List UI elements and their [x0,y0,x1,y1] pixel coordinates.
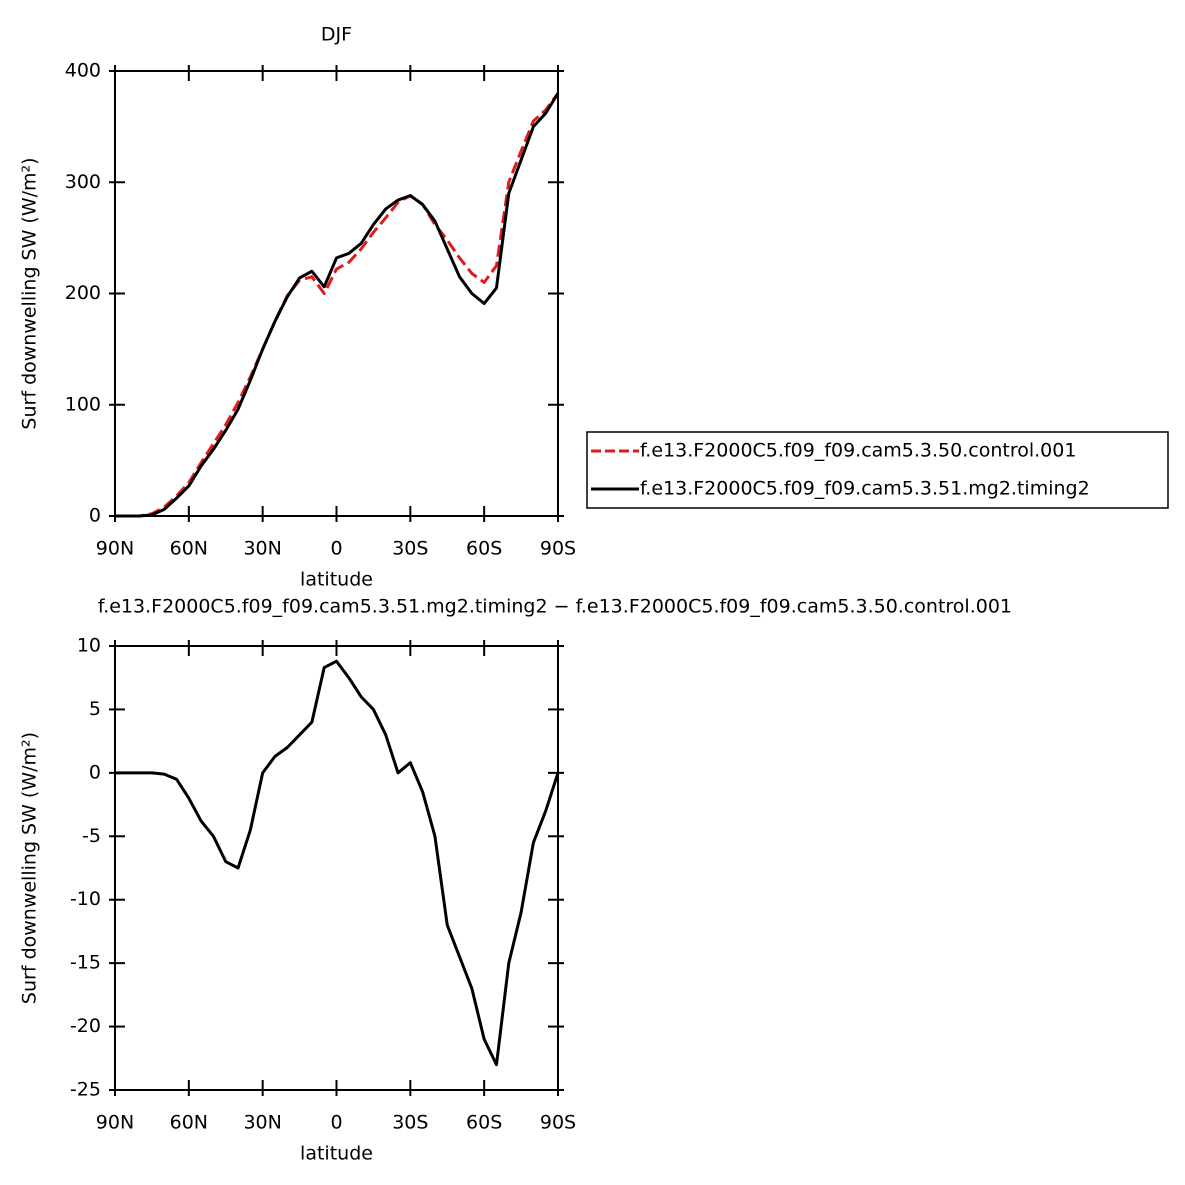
x-tick-label: 30N [243,1112,281,1134]
y-tick-label: 200 [65,282,101,304]
legend-label: f.e13.F2000C5.f09_f09.cam5.3.50.control.… [640,440,1076,462]
x-tick-label: 90S [540,538,576,560]
x-tick-label: 90N [96,1112,134,1134]
chart-title: DJF [321,24,352,46]
data-line [115,659,560,1067]
legend-box [586,431,1169,509]
y-tick-label: -25 [70,1079,101,1101]
x-tick-label: 0 [330,538,342,560]
y-tick-label: 0 [89,505,101,527]
chart-title: f.e13.F2000C5.f09_f09.cam5.3.51.mg2.timi… [98,596,1012,618]
x-axis-label: latitude [300,569,373,591]
x-tick-label: 60S [466,1112,502,1134]
data-line [115,92,560,518]
y-tick-label: 10 [77,635,101,657]
x-tick-label: 30S [392,538,428,560]
x-axis-label: latitude [300,1143,373,1165]
x-tick-label: 30N [243,538,281,560]
x-tick-label: 90N [96,538,134,560]
y-tick-label: -10 [70,888,101,910]
x-tick-label: 30S [392,1112,428,1134]
y-tick-label: -5 [82,825,101,847]
y-tick-label: 400 [65,60,101,82]
x-tick-label: 90S [540,1112,576,1134]
y-tick-label: -15 [70,952,101,974]
x-tick-label: 0 [330,1112,342,1134]
x-tick-label: 60S [466,538,502,560]
plot-frame [114,70,559,517]
legend-label: f.e13.F2000C5.f09_f09.cam5.3.51.mg2.timi… [640,478,1090,500]
x-tick-label: 60N [170,538,208,560]
y-tick-label: 5 [89,698,101,720]
y-tick-label: -20 [70,1015,101,1037]
x-tick-label: 60N [170,1112,208,1134]
y-tick-label: 300 [65,171,101,193]
y-tick-label: 0 [89,761,101,783]
plot-frame [114,645,559,1091]
data-line [115,92,560,518]
y-axis-label: Surf downwelling SW (W/m²) [19,157,41,429]
y-tick-label: 100 [65,393,101,415]
y-axis-label: Surf downwelling SW (W/m²) [19,732,41,1004]
